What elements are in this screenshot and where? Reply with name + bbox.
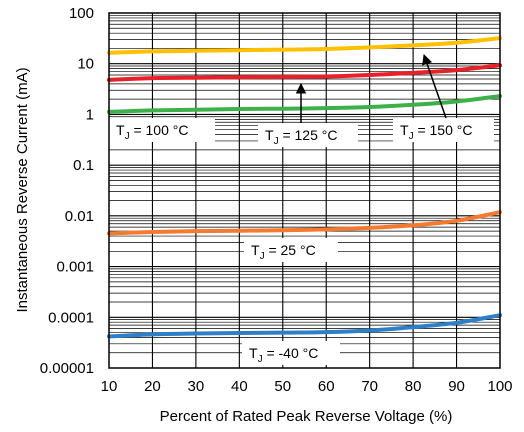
y-tick-label: 10 — [77, 56, 94, 73]
series-line — [107, 210, 502, 236]
series-lines — [107, 36, 502, 339]
x-tick-label: 40 — [231, 378, 248, 395]
annotation-label: TJ = 100 °C — [116, 122, 188, 142]
annotation-label: TJ = 25 °C — [251, 242, 316, 262]
x-tick-label: 20 — [144, 378, 161, 395]
x-tick-label: 90 — [448, 378, 465, 395]
annotation-box — [258, 123, 358, 147]
annotation-label: TJ = 150 °C — [400, 122, 472, 142]
y-tick-label: 0.001 — [56, 259, 94, 276]
y-tick-label: 100 — [69, 5, 94, 22]
y-tick-label: 0.01 — [65, 208, 94, 225]
x-tick-label: 10 — [101, 378, 118, 395]
y-tick-label: 0.00001 — [40, 360, 94, 377]
series-line — [107, 63, 502, 82]
y-axis-label: Instantaneous Reverse Current (mA) — [14, 67, 31, 312]
y-tick-label: 0.0001 — [48, 309, 94, 326]
annotation-box — [242, 341, 340, 365]
x-axis-label: Percent of Rated Peak Reverse Voltage (%… — [160, 408, 453, 425]
y-tick-label: 1 — [86, 106, 94, 123]
series-line — [107, 36, 502, 55]
series-line — [107, 94, 502, 114]
x-tick-label: 80 — [405, 378, 422, 395]
plot-frame — [108, 12, 501, 369]
x-tick-label: 70 — [361, 378, 378, 395]
x-tick-label: 30 — [188, 378, 205, 395]
annotation-box — [244, 238, 338, 262]
annotations: TJ = 100 °C TJ = 125 °C TJ = 150 °C TJ = 25… — [109, 54, 494, 365]
annotation-box — [393, 118, 494, 142]
x-tick-label: 50 — [274, 378, 291, 395]
grid-lines — [109, 13, 500, 368]
y-tick-label: 0.1 — [73, 157, 94, 174]
annotation-box — [109, 118, 215, 142]
y-tick-labels: 0.00001 0.0001 0.001 0.01 0.1 1 10 100 — [40, 5, 94, 377]
annotation-label: TJ = 125 °C — [265, 127, 337, 147]
x-tick-label: 60 — [318, 378, 335, 395]
x-tick-labels: 10 20 30 40 50 60 70 80 90 100 — [101, 378, 513, 395]
annotation-label: TJ = -40 °C — [249, 345, 318, 365]
series-line — [107, 313, 502, 339]
annotation-arrow — [422, 54, 447, 119]
x-tick-label: 100 — [487, 378, 512, 395]
